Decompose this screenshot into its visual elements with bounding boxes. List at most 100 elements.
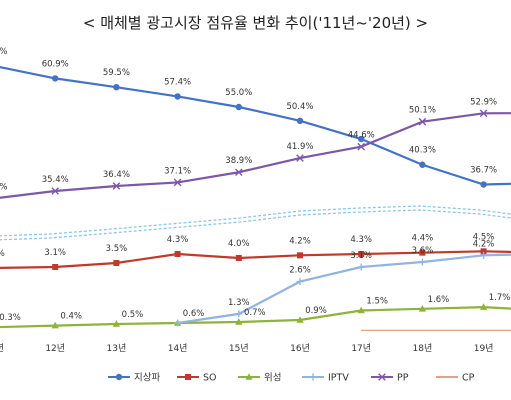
data-label-위성-6: 1.5% — [366, 297, 388, 307]
series-line-위성 — [0, 305, 511, 329]
legend-item-CP: CP — [436, 373, 475, 384]
x-tick-label: 12년 — [45, 343, 65, 354]
point-IPTV-8 — [480, 251, 488, 259]
point-PP-6 — [357, 142, 365, 151]
legend-item-지상파: 지상파 — [108, 373, 160, 384]
data-label-위성-4: 0.7% — [244, 308, 266, 318]
data-label-지상파-5: 50.4% — [286, 102, 313, 112]
point-지상파-6 — [358, 135, 365, 143]
data-label-PP-4: 38.9% — [225, 156, 252, 166]
x-tick-label: 17년 — [351, 343, 371, 354]
point-위성-8 — [480, 303, 488, 310]
point-지상파-8 — [480, 181, 487, 188]
point-지상파-2 — [113, 84, 120, 91]
data-label-PP-7: 50.1% — [409, 106, 436, 116]
point-SO-legend — [185, 374, 191, 380]
data-label-위성-5: 0.9% — [305, 306, 327, 316]
point-지상파-7 — [419, 161, 426, 168]
data-label-PP-5: 41.9% — [286, 142, 313, 152]
data-label-SO-7: 4.4% — [412, 234, 434, 244]
point-IPTV-6 — [357, 263, 365, 271]
series-SO — [0, 248, 511, 270]
data-label-SO-2: 3.5% — [106, 244, 128, 254]
data-label-IPTV-7: 3.6% — [412, 246, 434, 256]
x-tick-label: 19년 — [474, 343, 494, 354]
data-label-지상파-3: 57.4% — [164, 77, 191, 87]
point-위성-legend — [245, 373, 253, 380]
legend-label: CP — [462, 373, 475, 384]
data-label-SO-0: 3.0% — [0, 249, 5, 259]
point-PP-5 — [296, 154, 304, 162]
data-label-PP-8: 52.9% — [470, 97, 497, 107]
data-label-SO-3: 4.3% — [167, 235, 189, 245]
data-label-SO-8: 4.5% — [473, 232, 495, 242]
data-label-SO-6: 4.3% — [350, 235, 372, 245]
data-label-IPTV-5: 2.6% — [289, 266, 311, 276]
point-지상파-4 — [235, 103, 242, 111]
point-SO-4 — [235, 255, 242, 261]
data-label-지상파-0: 62.6% — [0, 47, 8, 57]
point-위성-1 — [51, 321, 59, 329]
data-label-지상파-2: 59.5% — [103, 68, 130, 78]
legend-label: IPTV — [328, 373, 349, 384]
series-IPTV — [174, 251, 511, 327]
point-SO-5 — [297, 252, 303, 259]
legend-item-SO: SO — [177, 373, 217, 384]
point-SO-2 — [113, 260, 120, 266]
series-line-PP — [0, 112, 511, 199]
data-label-위성-2: 0.5% — [122, 310, 144, 320]
series-PP — [0, 109, 511, 199]
point-위성-2 — [112, 320, 120, 327]
data-label-지상파-8: 36.7% — [470, 166, 497, 176]
data-label-지상파-1: 60.9% — [42, 59, 69, 69]
data-label-PP-3: 37.1% — [164, 166, 191, 176]
point-IPTV-legend — [309, 373, 317, 381]
data-label-SO-4: 4.0% — [228, 239, 250, 249]
data-label-SO-1: 3.1% — [44, 248, 66, 258]
legend-label: 지상파 — [134, 373, 160, 384]
point-PP-2 — [112, 182, 121, 190]
data-label-IPTV-4: 1.3% — [228, 298, 250, 308]
data-label-지상파-7: 40.3% — [409, 146, 436, 156]
data-label-위성-1: 0.4% — [60, 312, 82, 322]
x-tick-label: 15년 — [229, 343, 249, 354]
point-PP-8 — [479, 109, 488, 118]
series-지상파 — [0, 66, 511, 188]
legend-label: SO — [203, 373, 217, 384]
data-label-PP-2: 36.4% — [103, 170, 130, 180]
legend-label: 위성 — [264, 372, 281, 384]
point-PP-4 — [235, 168, 243, 177]
data-label-IPTV-8: 4.2% — [473, 239, 495, 249]
legend-label: PP — [397, 373, 409, 384]
point-SO-3 — [174, 251, 181, 257]
series-위성 — [0, 303, 511, 329]
point-IPTV-7 — [418, 258, 426, 266]
data-label-위성-3: 0.6% — [183, 309, 205, 319]
data-label-위성-0: 0.3% — [0, 313, 21, 323]
point-지상파-5 — [296, 117, 304, 125]
data-label-지상파-4: 55.0% — [225, 88, 252, 98]
point-SO-8 — [480, 248, 487, 255]
x-tick-label: 14년 — [168, 343, 188, 354]
dashed-band-0 — [0, 209, 511, 241]
point-위성-6 — [357, 306, 365, 314]
point-IPTV-5 — [296, 278, 304, 286]
x-tick-label: 11년 — [0, 343, 4, 354]
data-label-PP-1: 35.4% — [42, 175, 69, 185]
point-IPTV-4 — [235, 310, 243, 318]
data-label-PP-6: 44.6% — [348, 131, 375, 141]
point-지상파-1 — [52, 75, 59, 82]
x-tick-label: 16년 — [290, 343, 310, 354]
point-PP-3 — [173, 178, 182, 187]
point-위성-4 — [235, 318, 243, 325]
chart-title: < 매체별 광고시장 점유율 변화 추이('11년~'20년) > — [82, 14, 429, 32]
x-tick-label: 13년 — [107, 343, 127, 354]
point-지상파-legend — [115, 373, 123, 381]
legend-item-IPTV: IPTV — [302, 373, 349, 384]
data-label-위성-8: 1.7% — [489, 293, 511, 303]
point-SO-7 — [419, 249, 426, 256]
point-SO-1 — [52, 264, 59, 270]
point-PP-legend — [378, 373, 386, 381]
point-IPTV-3 — [174, 319, 182, 327]
data-label-SO-5: 4.2% — [289, 236, 311, 246]
